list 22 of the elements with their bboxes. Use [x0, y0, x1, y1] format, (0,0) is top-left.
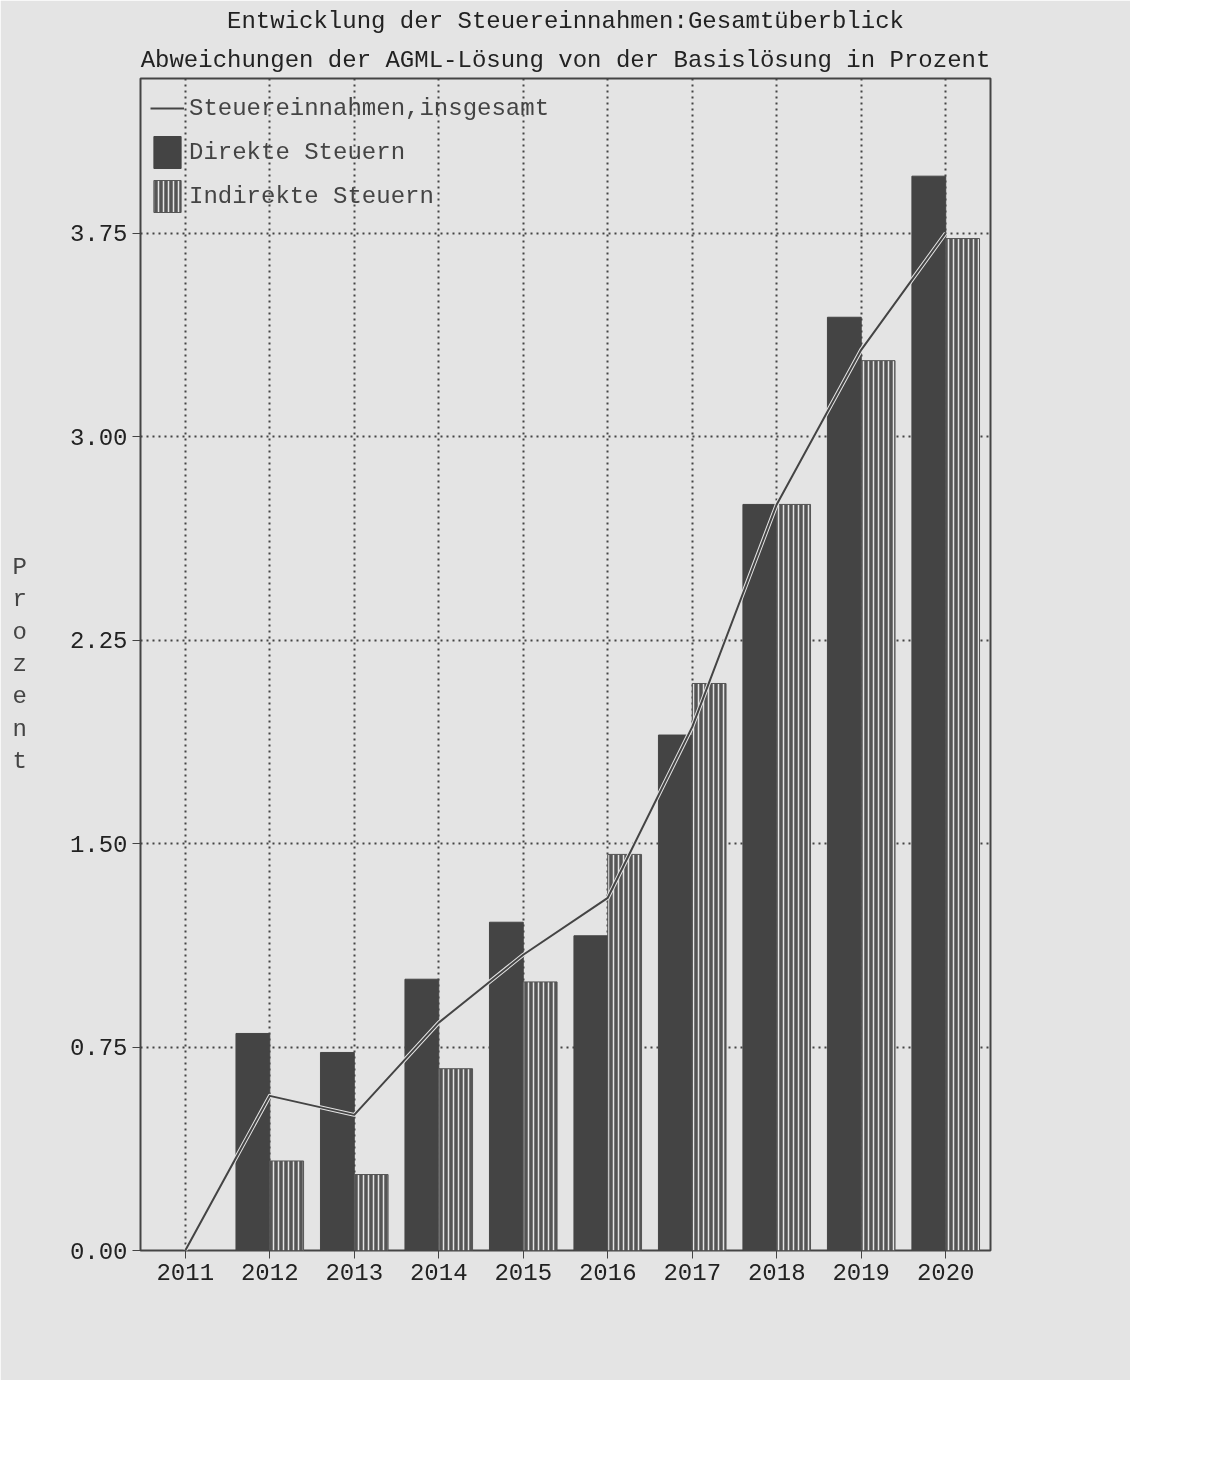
chart-title: Entwicklung der Steuereinnahmen:Gesamtüberblick [227, 7, 904, 35]
x-tick-label: 2016 [578, 1259, 637, 1287]
x-tick-label: 2018 [747, 1259, 806, 1287]
chart-subtitle: Abweichungen der AGML-Lösung von der Basislösung in Prozent [140, 46, 991, 74]
y-tick-label: 0.00 [69, 1238, 128, 1266]
legend-label: Steuereinnahmen,insgesamt [189, 94, 550, 122]
x-tick-label: 2020 [916, 1259, 975, 1287]
y-tick-label: 2.25 [69, 628, 128, 656]
x-tick-label: 2011 [156, 1259, 215, 1287]
legend-label: Direkte Steuern [189, 138, 406, 166]
legend-label: Indirekte Steuern [189, 182, 434, 210]
x-tick-label: 2013 [325, 1259, 384, 1287]
y-axis-title: Prozent [12, 553, 27, 776]
x-tick-label: 2017 [663, 1259, 722, 1287]
y-tick-label: 0.75 [69, 1035, 128, 1063]
x-tick-label: 2012 [240, 1259, 299, 1287]
x-tick-label: 2019 [832, 1259, 891, 1287]
y-tick-label: 3.00 [69, 424, 128, 452]
y-tick-label: 1.50 [69, 831, 128, 859]
x-tick-label: 2014 [409, 1259, 468, 1287]
x-tick-label: 2015 [494, 1259, 553, 1287]
y-tick-label: 3.75 [69, 221, 128, 249]
